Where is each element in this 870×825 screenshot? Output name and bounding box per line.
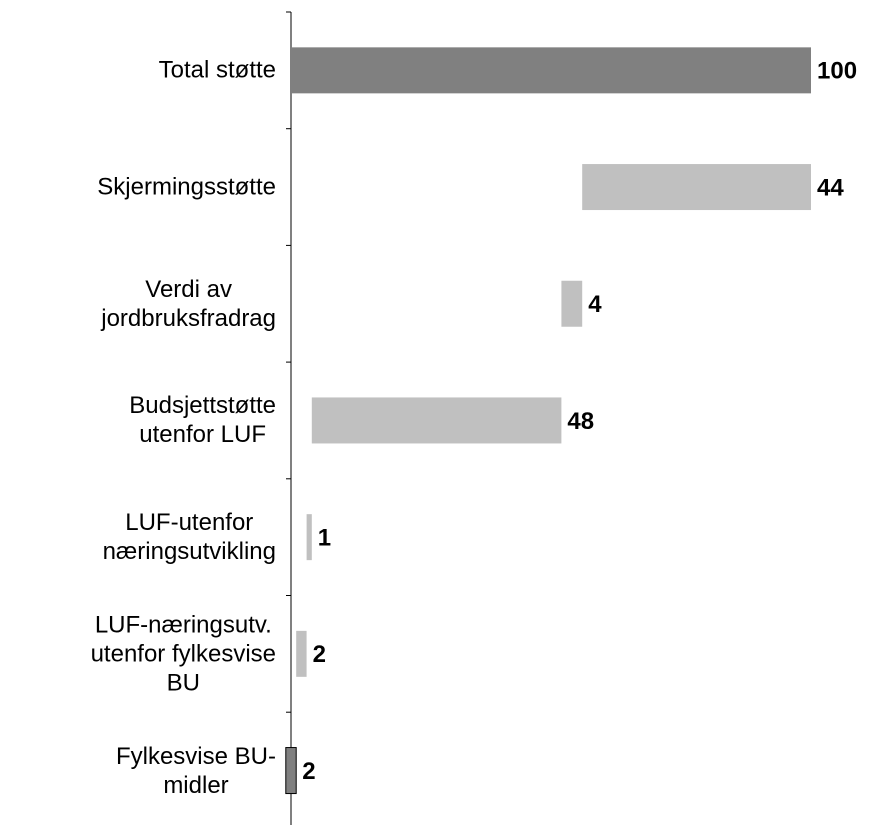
category-label: Total støtte <box>158 56 276 84</box>
category-label: Budsjettstøtte utenfor LUF <box>129 392 276 449</box>
bar <box>582 164 811 211</box>
value-label: 2 <box>313 641 326 668</box>
bar <box>306 514 312 561</box>
bar <box>291 47 811 94</box>
value-label: 4 <box>588 291 602 318</box>
category-label: LUF-næringsutv. utenfor fylkesvise BU <box>90 611 276 697</box>
category-label: Fylkesvise BU- midler <box>115 742 276 799</box>
value-label: 100 <box>817 58 857 85</box>
bar <box>561 280 583 327</box>
value-label: 2 <box>302 758 315 785</box>
bar <box>285 747 297 795</box>
value-label: 44 <box>817 174 844 201</box>
category-label: LUF-utenfor næringsutvikling <box>102 509 276 566</box>
bar <box>296 630 307 677</box>
category-label: Skjermingsstøtte <box>97 173 276 201</box>
bar <box>311 397 562 444</box>
value-label: 1 <box>318 524 331 551</box>
category-label: Verdi av jordbruksfradrag <box>101 275 276 332</box>
value-label: 48 <box>567 408 594 435</box>
